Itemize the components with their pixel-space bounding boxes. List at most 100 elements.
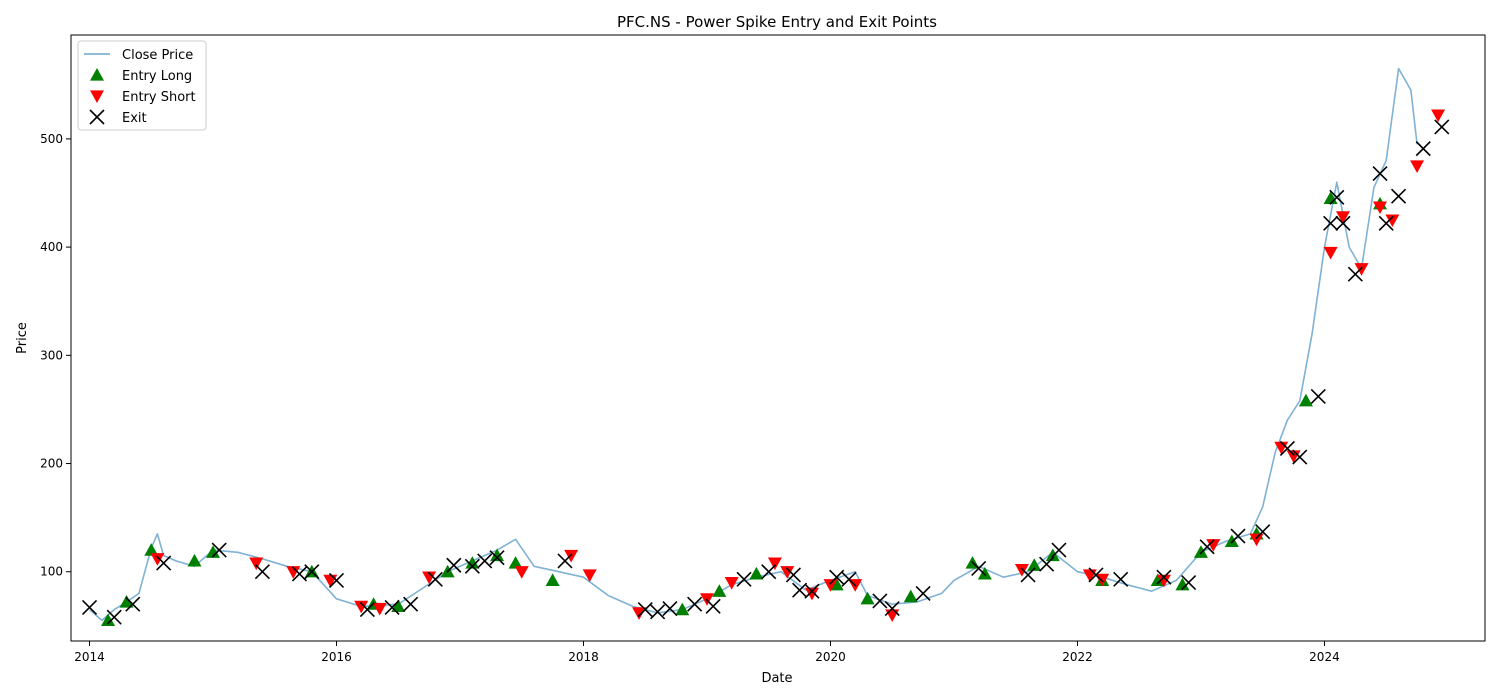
exit-marker: [1156, 569, 1172, 585]
exit-marker: [792, 582, 808, 598]
entry-long-marker: [1045, 548, 1060, 562]
exit-marker-stroke: [464, 558, 480, 574]
exit-marker-stroke: [761, 564, 777, 580]
entry-short-marker: [1249, 533, 1264, 547]
exit-marker: [1378, 215, 1394, 231]
legend-swatch-exit: [89, 109, 105, 125]
exit-marker: [841, 571, 857, 587]
exit-marker-stroke: [359, 602, 375, 618]
exit-marker: [971, 560, 987, 577]
exit-marker: [1434, 119, 1450, 135]
exit-marker-stroke: [1434, 119, 1450, 135]
exit-marker: [872, 593, 888, 609]
exit-marker-stroke: [1347, 266, 1363, 282]
entry-short-marker: [1335, 211, 1350, 224]
exit-marker: [1230, 528, 1246, 544]
legend-box: [77, 40, 207, 131]
y-tick-label: 100: [40, 565, 63, 579]
exit-marker: [1347, 266, 1363, 282]
entry-short-marker: [514, 566, 529, 579]
exit-marker: [761, 564, 777, 580]
exit-marker: [477, 553, 493, 569]
exit-marker-stroke: [1329, 189, 1345, 205]
exit-marker-stroke: [1292, 449, 1308, 465]
exit-marker: [650, 604, 666, 620]
entry-short-marker: [249, 557, 264, 571]
exit-marker-stroke: [1310, 388, 1326, 405]
exit-marker: [125, 596, 141, 612]
exit-marker: [1051, 542, 1067, 558]
exit-marker-stroke: [1378, 215, 1394, 231]
exit-marker-stroke: [705, 598, 721, 614]
exit-marker-stroke: [971, 560, 987, 577]
exit-marker-stroke: [1181, 574, 1197, 591]
entry-long-marker: [206, 545, 221, 558]
exit-marker: [304, 564, 320, 580]
exit-marker: [1323, 215, 1339, 231]
entry-short-marker: [1206, 539, 1221, 552]
exit-marker-stroke: [1156, 569, 1172, 585]
entry-long-marker: [187, 553, 202, 567]
entry-short-marker: [823, 579, 838, 592]
exit-marker-stroke: [211, 542, 227, 558]
exit-marker: [403, 596, 419, 612]
x-tick-label: 2022: [1062, 650, 1093, 664]
exit-marker: [81, 599, 98, 616]
exit-marker-stroke: [1255, 524, 1271, 540]
exit-marker-stroke: [736, 571, 752, 587]
legend-swatch-entry-short: [90, 90, 104, 103]
exit-marker-stroke: [662, 600, 678, 617]
exit-marker: [1390, 188, 1407, 204]
entry-long-marker: [829, 577, 844, 591]
exit-marker: [1181, 574, 1197, 591]
exit-marker-stroke: [477, 553, 493, 569]
entry-short-marker: [1410, 160, 1425, 173]
axes: 2014 2016 2018 2020 2022 2024 100 200 300 400 500: [40, 34, 1486, 664]
entry-long-marker: [545, 573, 560, 586]
x-axis-title: Date: [761, 671, 792, 686]
entry-short-marker: [1385, 214, 1400, 228]
exit-marker: [785, 567, 802, 583]
exit-marker-stroke: [1051, 542, 1067, 558]
entry-long-marker: [508, 556, 523, 569]
legend-swatch-entry-long: [90, 68, 104, 81]
entry-short-marker: [1354, 263, 1369, 276]
legend-label: Exit: [122, 111, 147, 126]
exit-marker-stroke: [427, 571, 443, 587]
exit-marker: [557, 553, 573, 569]
exit-marker-stroke: [1323, 215, 1339, 231]
exit-marker: [1335, 215, 1351, 231]
exit-marker-stroke: [829, 569, 845, 585]
exit-marker-stroke: [489, 550, 505, 566]
exit-marker: [1310, 388, 1326, 405]
exit-marker-stroke: [785, 567, 802, 583]
exit-marker-stroke: [384, 599, 400, 616]
exit-marker-stroke: [841, 571, 857, 587]
entry-short-marker: [582, 569, 597, 582]
exit-marker: [829, 569, 845, 585]
exit-marker: [884, 600, 900, 617]
legend: Close Price Entry Long Entry Short Exit: [77, 40, 207, 131]
exit-marker-stroke: [915, 585, 931, 601]
entry-long-marker: [391, 599, 406, 612]
exit-marker: [384, 599, 400, 616]
exit-marker: [637, 602, 653, 618]
exit-marker-stroke: [291, 566, 308, 582]
exit-marker-stroke: [1199, 539, 1215, 555]
exit-marker: [687, 596, 703, 612]
legend-label: Close Price: [122, 48, 193, 63]
y-tick-label: 300: [40, 348, 63, 362]
legend-label: Entry Short: [122, 90, 196, 105]
entry-short-marker: [422, 571, 437, 585]
entry-short-marker: [564, 549, 579, 563]
exit-marker-stroke: [125, 596, 141, 612]
y-tick-label: 500: [40, 132, 63, 146]
exit-marker-stroke: [1390, 188, 1407, 204]
y-axis-title: Price: [15, 322, 30, 354]
exit-marker-stroke: [650, 604, 666, 620]
exit-marker: [804, 583, 820, 599]
x-tick-label: 2014: [74, 650, 105, 664]
exit-marker-stroke: [637, 602, 653, 618]
entry-short-marker: [780, 566, 795, 579]
